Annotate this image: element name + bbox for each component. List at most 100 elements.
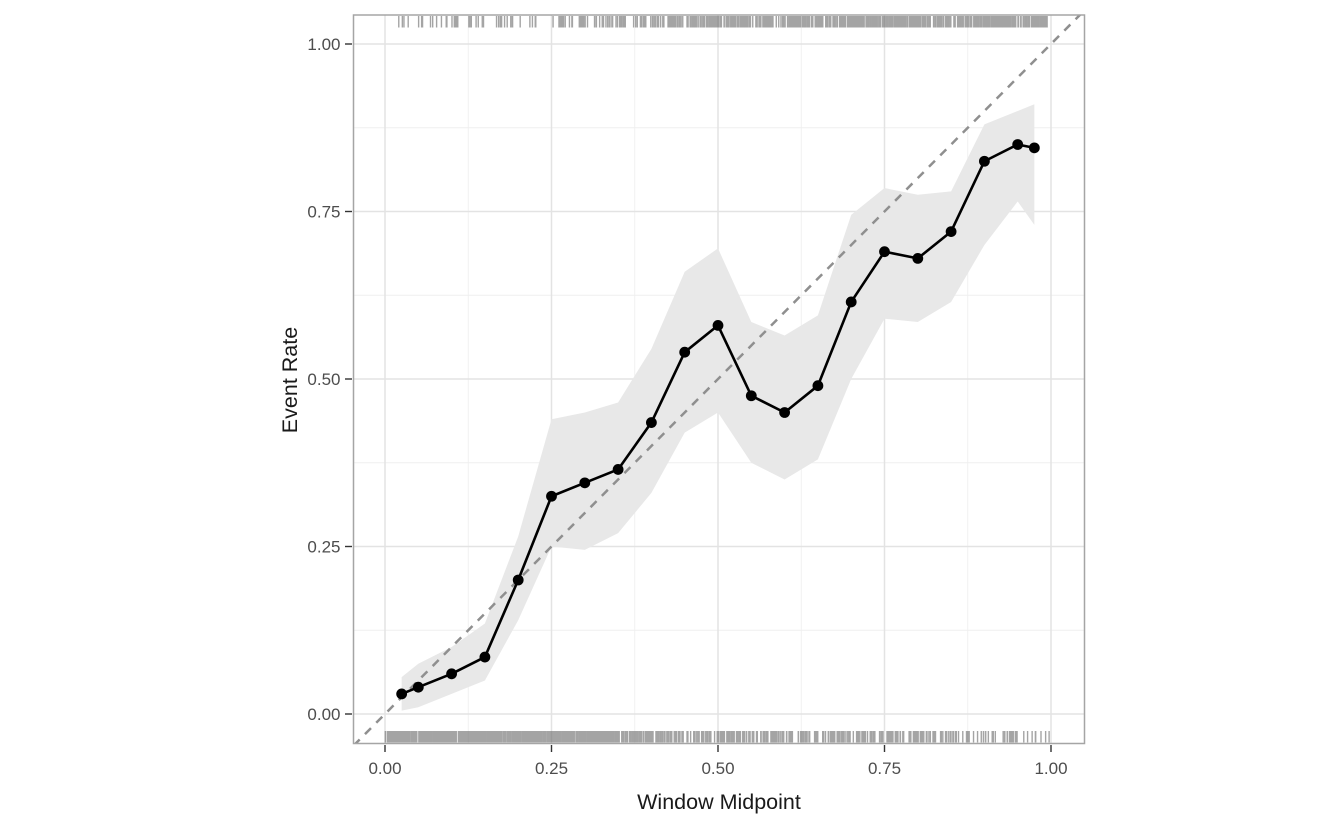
rug-tick-top [869, 16, 871, 28]
rug-tick-top [1026, 16, 1028, 28]
rug-tick-bottom [438, 731, 441, 743]
rug-tick-top [893, 16, 895, 28]
rug-tick-bottom [439, 731, 442, 743]
rug-tick-bottom [652, 731, 654, 743]
rug-tick-bottom [398, 731, 400, 743]
rug-tick-bottom [492, 731, 494, 743]
rug-tick-bottom [542, 731, 544, 743]
rug-tick-bottom [454, 731, 457, 743]
rug-tick-bottom [730, 731, 732, 743]
rug-tick-bottom [608, 731, 610, 743]
rug-tick-bottom [611, 731, 613, 743]
rug-tick-bottom [1011, 731, 1013, 743]
rug-tick-top [632, 16, 635, 28]
rug-tick-top [1045, 16, 1047, 28]
rug-tick-top [1034, 16, 1036, 28]
x-tick-label: 0.50 [701, 759, 734, 778]
rug-tick-top [996, 16, 998, 28]
rug-tick-bottom [856, 731, 858, 743]
rug-tick-top [953, 16, 955, 28]
rug-tick-top [571, 16, 573, 28]
rug-tick-top [956, 16, 959, 28]
rug-tick-top [1025, 16, 1027, 28]
rug-tick-top [682, 16, 684, 28]
rug-tick-top [607, 16, 609, 28]
rug-tick-bottom [910, 731, 912, 743]
rug-tick-top [988, 16, 990, 28]
rug-tick-bottom [1002, 731, 1004, 743]
rug-tick-top [680, 16, 682, 28]
rug-tick-top [781, 16, 784, 28]
rug-tick-bottom [568, 731, 571, 743]
rug-tick-top [650, 16, 652, 28]
y-tick-label: 0.50 [307, 370, 340, 389]
rug-tick-bottom [384, 731, 387, 743]
rug-tick-top [821, 16, 824, 28]
rug-tick-bottom [954, 731, 957, 743]
panel-border [352, 14, 1086, 745]
rug-tick-bottom [633, 731, 635, 743]
rug-tick-top [595, 16, 598, 28]
rug-tick-bottom [675, 731, 677, 743]
rug-tick-top [985, 16, 987, 28]
rug-tick-bottom [701, 731, 703, 743]
rug-tick-bottom [822, 731, 825, 743]
rug-tick-bottom [506, 731, 508, 743]
data-point [745, 390, 757, 402]
rug-tick-bottom [841, 731, 844, 743]
rug-tick-bottom [808, 731, 811, 743]
rug-tick-top [429, 16, 432, 28]
rug-tick-top [826, 16, 828, 28]
rug-tick-top [510, 16, 512, 28]
rug-tick-top [858, 16, 861, 28]
rug-tick-bottom [544, 731, 547, 743]
rug-tick-top [881, 16, 884, 28]
rug-tick-top [584, 16, 586, 28]
rug-tick-bottom [667, 731, 669, 743]
rug-tick-bottom [894, 731, 896, 743]
rug-tick-bottom [487, 731, 490, 743]
rug-tick-bottom [957, 731, 960, 743]
rug-tick-bottom [507, 731, 509, 743]
rug-tick-bottom [720, 731, 723, 743]
rug-tick-top [694, 16, 697, 28]
rug-tick-bottom [933, 731, 935, 743]
rug-tick-top [481, 16, 483, 28]
rug-tick-bottom [461, 731, 464, 743]
rug-tick-bottom [409, 731, 411, 743]
rug-tick-top [835, 16, 837, 28]
rug-tick-bottom [424, 731, 427, 743]
rug-tick-bottom [435, 731, 437, 743]
rug-tick-bottom [517, 731, 520, 743]
rug-tick-bottom [1031, 731, 1033, 743]
rug-tick-bottom [673, 731, 675, 743]
rug-tick-bottom [389, 731, 391, 743]
rug-tick-bottom [394, 731, 396, 743]
rug-tick-bottom [929, 731, 932, 743]
rug-tick-top [581, 16, 583, 28]
rug-tick-bottom [621, 731, 623, 743]
rug-tick-bottom [662, 731, 664, 743]
rug-tick-top [910, 16, 913, 28]
rug-tick-top [500, 16, 503, 28]
rug-tick-top [769, 16, 772, 28]
data-point [446, 668, 457, 680]
rug-tick-top [986, 16, 988, 28]
rug-tick-top [744, 16, 747, 28]
rug-tick-bottom [951, 731, 953, 743]
rug-tick-bottom [494, 731, 496, 743]
rug-tick-bottom [829, 731, 832, 743]
rug-tick-top [1039, 16, 1041, 28]
rug-tick-bottom [579, 731, 581, 743]
rug-tick-top [470, 16, 473, 28]
rug-tick-top [784, 16, 786, 28]
rug-tick-bottom [502, 731, 505, 743]
rug-tick-bottom [764, 731, 766, 743]
rug-tick-bottom [760, 731, 762, 743]
rug-tick-top [620, 16, 622, 28]
rug-tick-top [468, 16, 470, 28]
rug-tick-bottom [890, 731, 893, 743]
rug-tick-top [752, 16, 754, 28]
rug-tick-top [644, 16, 646, 28]
rug-tick-top [716, 16, 718, 28]
